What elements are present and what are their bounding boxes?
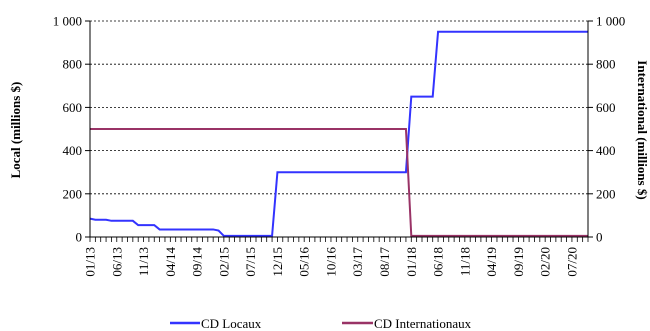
x-tick-label: 01/18	[404, 247, 419, 277]
series-lines	[89, 30, 588, 237]
x-tick-label: 04/19	[484, 247, 499, 277]
x-tick-label: 11/13	[136, 247, 151, 276]
right-y-tick-label: 400	[596, 143, 616, 158]
x-tick-label: 08/17	[377, 247, 392, 277]
axes	[85, 20, 593, 242]
x-tick-label: 01/13	[83, 247, 98, 277]
tick-labels: 0 0 200 200 400 400 600 600 800 800 1 000 1 000 01/1…	[53, 14, 626, 277]
x-tick-label: 10/16	[323, 247, 338, 277]
right-y-tick-label: 1 000	[596, 14, 625, 29]
x-tick-label: 09/14	[190, 247, 205, 277]
gridlines	[90, 20, 588, 195]
x-tick-label: 07/15	[243, 247, 258, 277]
x-tick-label: 04/14	[163, 247, 178, 277]
legend: CD Locaux CD Internationaux	[170, 316, 472, 331]
left-y-tick-label: 400	[63, 143, 83, 158]
x-tick-label: 03/17	[350, 247, 365, 277]
series-line-cd-internationaux	[90, 128, 588, 237]
x-tick-label: 06/13	[109, 247, 124, 277]
right-axis-title: International (millions $)	[635, 60, 650, 199]
x-tick-label: 06/18	[431, 247, 446, 277]
left-y-tick-label: 0	[76, 230, 83, 245]
x-tick-label: 02/15	[216, 247, 231, 277]
legend-label-cd-internationaux: CD Internationaux	[374, 316, 472, 331]
right-y-tick-label: 600	[596, 100, 616, 115]
series-line-cd-locaux	[89, 30, 588, 237]
x-tick-label: 09/19	[511, 247, 526, 277]
legend-label-cd-locaux: CD Locaux	[201, 316, 262, 331]
left-y-tick-label: 800	[63, 57, 83, 72]
x-tick-label: 11/18	[457, 247, 472, 276]
left-y-tick-label: 1 000	[53, 14, 82, 29]
x-tick-label: 02/20	[538, 247, 553, 277]
right-y-tick-label: 200	[596, 186, 616, 201]
right-y-tick-label: 800	[596, 57, 616, 72]
right-y-tick-label: 0	[596, 230, 603, 245]
x-tick-label: 07/20	[564, 247, 579, 277]
left-y-tick-label: 200	[63, 186, 83, 201]
left-axis-title: Local (millions $)	[8, 82, 23, 179]
left-y-tick-label: 600	[63, 100, 83, 115]
x-tick-label: 12/15	[270, 247, 285, 277]
x-tick-label: 05/16	[297, 247, 312, 277]
